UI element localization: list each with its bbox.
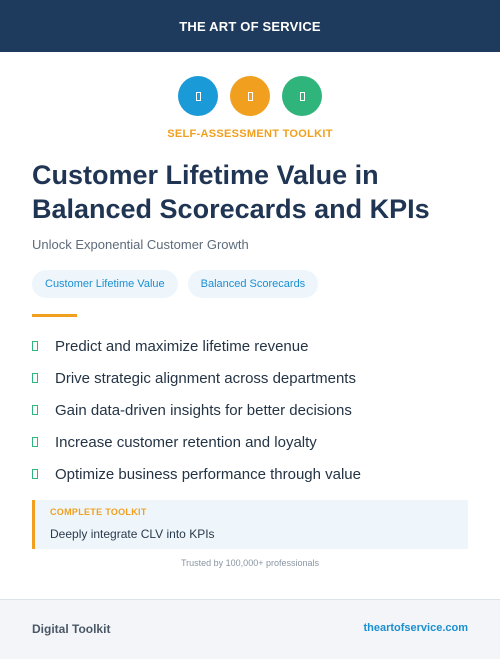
placeholder-glyph-icon: [247, 91, 253, 101]
check-icon: [32, 469, 38, 479]
page-title: Customer Lifetime Value in Balanced Scor…: [32, 160, 430, 224]
list-item-label: Drive strategic alignment across departm…: [55, 369, 356, 387]
orange-icon: [230, 76, 270, 116]
brand-name: THE ART OF SERVICE: [179, 18, 321, 34]
list-item: Increase customer retention and loyalty: [32, 426, 361, 458]
callout-text: Deeply integrate CLV into KPIs: [50, 527, 215, 541]
list-item-label: Gain data-driven insights for better dec…: [55, 401, 352, 419]
top-banner: THE ART OF SERVICE: [0, 0, 500, 52]
list-item-label: Increase customer retention and loyalty: [55, 433, 317, 451]
footer-label: Digital Toolkit: [32, 622, 111, 636]
green-icon: [282, 76, 322, 116]
check-icon: [32, 405, 38, 415]
website-link[interactable]: theartofservice.com: [363, 622, 468, 634]
callout-kicker: COMPLETE TOOLKIT: [50, 507, 147, 517]
tag-balanced-scorecards: Balanced Scorecards: [187, 270, 319, 298]
check-icon: [32, 373, 38, 383]
page-subtitle: Unlock Exponential Customer Growth: [32, 237, 249, 252]
tag-customer-lifetime-value: Customer Lifetime Value: [32, 270, 178, 298]
toolkit-callout: COMPLETE TOOLKIT Deeply integrate CLV in…: [32, 500, 468, 549]
list-item: Drive strategic alignment across departm…: [32, 362, 361, 394]
list-item: Predict and maximize lifetime revenue: [32, 330, 361, 362]
benefit-list: Predict and maximize lifetime revenue Dr…: [32, 330, 361, 490]
check-icon: [32, 341, 38, 351]
tag-list: Customer Lifetime Value Balanced Scoreca…: [32, 270, 319, 298]
list-item: Optimize business performance through va…: [32, 458, 361, 490]
placeholder-glyph-icon: [195, 91, 201, 101]
eyebrow-label: SELF-ASSESSMENT TOOLKIT: [167, 128, 333, 140]
list-item-label: Predict and maximize lifetime revenue: [55, 337, 309, 355]
trust-note: Trusted by 100,000+ professionals: [180, 558, 319, 568]
accent-divider: [32, 314, 77, 317]
blue-icon: [178, 76, 218, 116]
placeholder-glyph-icon: [299, 91, 305, 101]
list-item: Gain data-driven insights for better dec…: [32, 394, 361, 426]
icon-row: [0, 76, 500, 116]
footer: Digital Toolkit theartofservice.com: [0, 599, 500, 659]
check-icon: [32, 437, 38, 447]
list-item-label: Optimize business performance through va…: [55, 465, 361, 483]
